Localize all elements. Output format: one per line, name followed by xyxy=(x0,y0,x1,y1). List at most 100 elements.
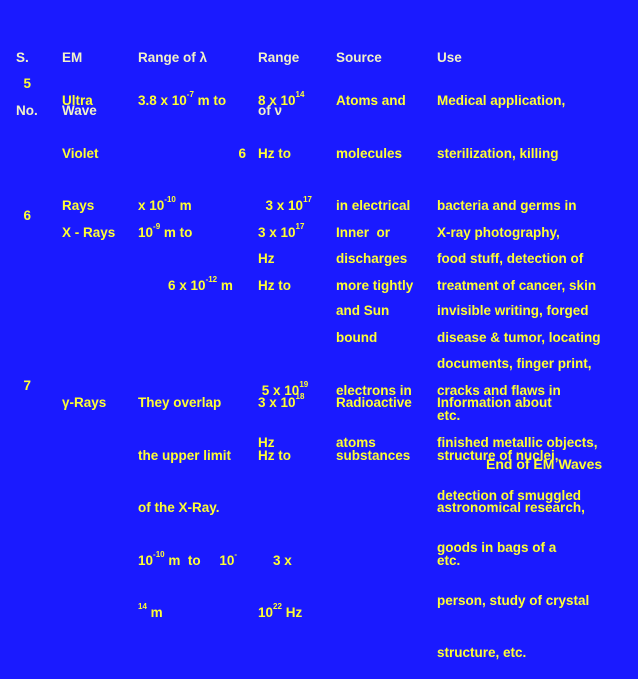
row7-source-line1: Radioactive xyxy=(336,395,412,410)
row5-source-line1: Atoms and xyxy=(336,93,406,108)
row7-lambda-b-exp: 14 xyxy=(138,602,147,611)
row7-freq-line2: Hz to xyxy=(258,447,291,463)
row7-lambda-line1: They overlap xyxy=(138,395,222,410)
row5-source-line4: discharges xyxy=(336,250,408,266)
row7-lambda-line4: 10-10 m to 10- xyxy=(138,549,250,570)
row7-lambda-a-tail: m to 10 xyxy=(164,552,235,568)
row5-freq-a-base: 8 x 10 xyxy=(258,93,296,108)
row7-use-line2: structure of nuclei, xyxy=(437,447,559,463)
row5-use-line7: etc. xyxy=(437,408,461,423)
row5-lambda-b-base: x 10 xyxy=(138,198,165,213)
header-lambda-text: Range of λ xyxy=(138,50,208,65)
row5-wave-line2: Violet xyxy=(62,145,99,161)
footer-end-of-em-waves: End of EM Waves xyxy=(486,456,603,472)
row5-lambda-line3: x 10-10 m xyxy=(138,196,246,215)
row6-freq-b-exp: 19 xyxy=(299,379,309,389)
row7-freq-a-exp: 18 xyxy=(295,392,305,401)
row6-freq-line2: Hz to xyxy=(258,277,291,293)
row6-lambda-b-exp: -12 xyxy=(205,274,218,284)
row7-lambda-a-exp: -10 xyxy=(153,549,165,559)
row6-use-line5: finished metallic objects, xyxy=(437,435,598,450)
header-use: Use xyxy=(437,14,462,84)
row7-no-text: 7 xyxy=(23,377,32,393)
row7-wave-line1: γ-Rays xyxy=(62,395,107,410)
row6-freq-a-base: 3 x 10 xyxy=(258,225,296,240)
row6-freq-b-base: 5 x 10 xyxy=(261,382,300,398)
row7-freq-b1: 3 x xyxy=(273,552,292,568)
row5-freq-b-base: 3 x 10 xyxy=(265,198,304,213)
header-freq-line2: of ν xyxy=(258,102,283,118)
row5-wave-line1: Ultra xyxy=(62,93,93,108)
row5-freq-line4: Hz xyxy=(258,250,275,266)
row7-freq-b-exp: 22 xyxy=(273,602,282,611)
row7-use-line4: etc. xyxy=(437,552,461,568)
row6-lambda-a-exp: -9 xyxy=(153,222,161,231)
row5-lambda-line2: 6 xyxy=(138,145,246,163)
row6-source: Inner or more tightly bound electrons in… xyxy=(336,189,413,469)
row5-use-line3: bacteria and germs in xyxy=(437,198,577,213)
header-range-lambda: Range of λ xyxy=(138,14,207,84)
row6-lambda-b-tail: m xyxy=(217,277,233,293)
row6-use-line9: structure, etc. xyxy=(437,645,527,660)
row6-wave: X - Rays xyxy=(62,189,115,259)
row5-wave: Ultra Violet Rays xyxy=(62,57,99,232)
row6-wave-line1: X - Rays xyxy=(62,225,116,240)
row5-lambda-a-tail: m to xyxy=(193,93,227,108)
row5-use: Medical application, sterilization, kill… xyxy=(437,57,592,442)
row7-freq-b-base: 10 xyxy=(258,605,274,620)
row6-no: 6 xyxy=(16,189,32,224)
header-source-text: Source xyxy=(336,50,382,65)
row7-source: Radioactive substances xyxy=(336,359,412,482)
row6-freq: 3 x 1017 Hz to 5 x 1019 Hz xyxy=(258,189,328,469)
row5-lambda-b-tail: m xyxy=(175,198,192,213)
row7-use-line1: Information about xyxy=(437,395,552,410)
row6-lambda-a-tail: m to xyxy=(160,225,193,240)
row5-lambda-a-exp: -7 xyxy=(186,90,194,99)
row7-freq-line3: 3 x xyxy=(258,552,328,570)
row5-lambda-b-lead: 6 xyxy=(238,145,246,161)
row7-no: 7 xyxy=(16,359,32,394)
row6-lambda-line2: 6 x 10-12 m xyxy=(138,274,246,295)
row7-freq-blank xyxy=(258,499,328,517)
row7-freq-line4: 1022 Hz xyxy=(258,602,328,622)
header-em-line2: Wave xyxy=(62,102,97,118)
row5-lambda-line1: 3.8 x 10-7 m to xyxy=(138,90,246,110)
row7-lambda: They overlap the upper limit of the X-Ra… xyxy=(138,359,250,639)
row5-source-line3: in electrical xyxy=(336,198,411,213)
row5-freq: 8 x 1014 Hz to 3 x 1017 Hz xyxy=(258,57,328,285)
header-source: Source xyxy=(336,14,382,84)
row7-lambda-line2: the upper limit xyxy=(138,447,232,463)
header-em-line1: EM xyxy=(62,50,83,65)
row6-use-line2: treatment of cancer, skin xyxy=(437,277,597,293)
row7-lambda-a-base: 10 xyxy=(138,552,154,568)
header-range-nu: Range of ν xyxy=(258,14,299,137)
row7-freq-a-base: 3 x 10 xyxy=(258,395,296,410)
row7-use: Information about structure of nuclei, a… xyxy=(437,359,585,587)
row6-lambda-line1: 10-9 m to xyxy=(138,222,246,242)
row6-freq-line3: 5 x 1019 xyxy=(258,379,328,400)
row5-lambda-a-base: 3.8 x 10 xyxy=(138,93,187,108)
header-sno-line2: No. xyxy=(16,102,38,118)
row7-source-line2: substances xyxy=(336,447,411,463)
header-em-wave: EM Wave xyxy=(62,14,97,137)
row6-no-text: 6 xyxy=(23,207,32,223)
row7-lambda-line5: 14 m xyxy=(138,602,250,622)
row7-freq-line1: 3 x 1018 xyxy=(258,392,328,412)
row7-lambda-a-exp2: - xyxy=(234,549,238,559)
row5-no-text: 5 xyxy=(23,75,32,91)
row6-freq-a-exp: 17 xyxy=(295,222,305,231)
row7-lambda-b-tail: m xyxy=(146,605,163,620)
row5-lambda: 3.8 x 10-7 m to 6 x 10-10 m xyxy=(138,57,246,232)
row5-freq-b-exp: 17 xyxy=(303,195,312,204)
row5-use-line2: sterilization, killing xyxy=(437,145,559,161)
header-use-text: Use xyxy=(437,50,462,65)
header-sno-line1: S. xyxy=(16,50,29,65)
row6-source-line2: more tightly xyxy=(336,277,414,293)
row6-source-line1: Inner or xyxy=(336,225,391,240)
row5-freq-a-exp: 14 xyxy=(295,90,305,99)
row6-source-line5: atoms xyxy=(336,435,376,450)
row5-source-line2: molecules xyxy=(336,145,403,161)
row6-freq-blank xyxy=(258,329,328,347)
row6-freq-line1: 3 x 1017 xyxy=(258,222,328,242)
row5-use-line6: documents, finger print, xyxy=(437,355,592,371)
